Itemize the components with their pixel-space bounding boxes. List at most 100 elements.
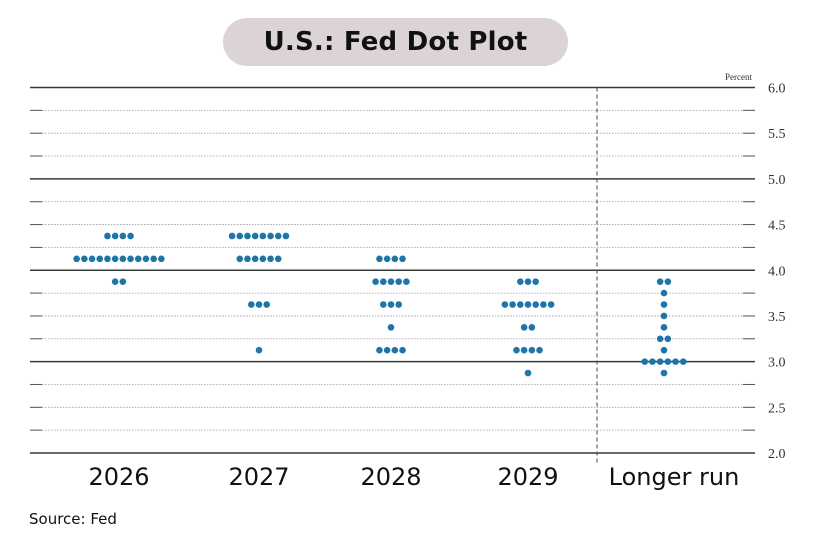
dot-longer-run: [660, 301, 668, 308]
dot-2026: [119, 255, 127, 263]
dot-2028: [376, 255, 383, 263]
dot-2029: [517, 278, 524, 285]
dot-2029: [532, 278, 539, 285]
dot-2027: [251, 232, 259, 240]
x-category-label: 2029: [497, 463, 558, 491]
y-tick-label: 2.5: [768, 401, 786, 416]
dot-2027: [248, 301, 255, 308]
dot-2028: [383, 346, 391, 354]
dot-2027: [255, 346, 263, 354]
dot-longer-run: [664, 278, 672, 285]
dot-2026: [104, 232, 111, 240]
dot-2027: [282, 232, 290, 240]
y-tick-label: 2.0: [768, 447, 786, 462]
dot-2028: [387, 301, 395, 308]
dot-2026: [127, 255, 134, 263]
dot-2028: [395, 278, 403, 285]
y-tick-label: 4.0: [768, 264, 786, 279]
source-note: Source: Fed: [29, 510, 117, 528]
dot-longer-run: [656, 358, 664, 365]
x-category-label: Longer run: [609, 463, 740, 491]
dot-2029: [532, 301, 539, 308]
dot-2029: [509, 301, 516, 308]
dot-2026: [73, 255, 80, 263]
dot-2027: [259, 232, 267, 240]
dot-2029: [524, 278, 532, 285]
dot-2027: [267, 232, 274, 240]
dot-2026: [111, 278, 119, 285]
dot-longer-run: [656, 335, 664, 343]
dot-2026: [158, 255, 165, 263]
dot-longer-run: [660, 346, 668, 354]
dot-2026: [111, 232, 119, 240]
dot-2026: [104, 255, 111, 263]
dot-2026: [119, 278, 127, 285]
dot-2026: [88, 255, 96, 263]
dot-2026: [96, 255, 104, 263]
dot-2029: [513, 346, 520, 354]
dot-2029: [528, 324, 536, 331]
dot-2027: [244, 232, 251, 240]
dot-2026: [150, 255, 157, 263]
dot-longer-run: [656, 278, 664, 285]
dot-longer-run: [664, 335, 672, 343]
dot-2028: [399, 255, 406, 263]
dot-2027: [236, 255, 244, 263]
dot-2028: [387, 324, 395, 331]
chart-title: U.S.: Fed Dot Plot: [263, 27, 528, 57]
y-tick-label: 5.5: [768, 127, 786, 142]
y-tick-label: 5.0: [768, 173, 786, 188]
x-category-label: 2027: [228, 463, 289, 491]
dot-2027: [259, 255, 267, 263]
dot-2026: [134, 255, 142, 263]
dot-longer-run: [664, 358, 672, 365]
dot-2027: [236, 232, 244, 240]
dot-2029: [517, 301, 524, 308]
dot-2027: [251, 255, 259, 263]
dot-2027: [228, 232, 236, 240]
dot-2027: [244, 255, 251, 263]
dot-2029: [547, 301, 555, 308]
dot-2028: [395, 301, 403, 308]
y-tick-label: 4.5: [768, 219, 786, 234]
x-category-label: 2026: [88, 463, 149, 491]
dot-longer-run: [672, 358, 679, 365]
dot-2028: [387, 278, 395, 285]
dot-2026: [119, 232, 127, 240]
dot-2029: [520, 346, 528, 354]
dot-2028: [380, 301, 387, 308]
dot-longer-run: [649, 358, 656, 365]
dot-longer-run: [660, 312, 668, 320]
dot-longer-run: [679, 358, 687, 365]
dot-2028: [391, 346, 399, 354]
dot-2029: [536, 346, 543, 354]
dot-2028: [399, 346, 406, 354]
dot-2026: [142, 255, 150, 263]
y-tick-label: 3.0: [768, 356, 786, 371]
dot-2027: [274, 255, 282, 263]
dot-2028: [391, 255, 399, 263]
dot-2028: [380, 278, 387, 285]
dot-2026: [127, 232, 134, 240]
dot-longer-run: [641, 358, 649, 365]
dot-2029: [528, 346, 536, 354]
dot-2026: [111, 255, 119, 263]
dot-2027: [255, 301, 263, 308]
dot-longer-run: [660, 324, 668, 331]
y-unit-label: Percent: [725, 72, 752, 82]
dot-2029: [524, 301, 532, 308]
y-tick-label: 3.5: [768, 310, 786, 325]
dot-2027: [263, 301, 271, 308]
dot-2026: [81, 255, 88, 263]
dot-2029: [540, 301, 547, 308]
dot-2028: [372, 278, 379, 285]
x-category-label: 2028: [360, 463, 421, 491]
dot-2027: [267, 255, 274, 263]
dot-2028: [403, 278, 410, 285]
chart-title-pill: U.S.: Fed Dot Plot: [223, 18, 568, 66]
dot-2028: [383, 255, 391, 263]
dot-2028: [376, 346, 383, 354]
dot-2029: [520, 324, 528, 331]
dot-2029: [524, 369, 532, 377]
